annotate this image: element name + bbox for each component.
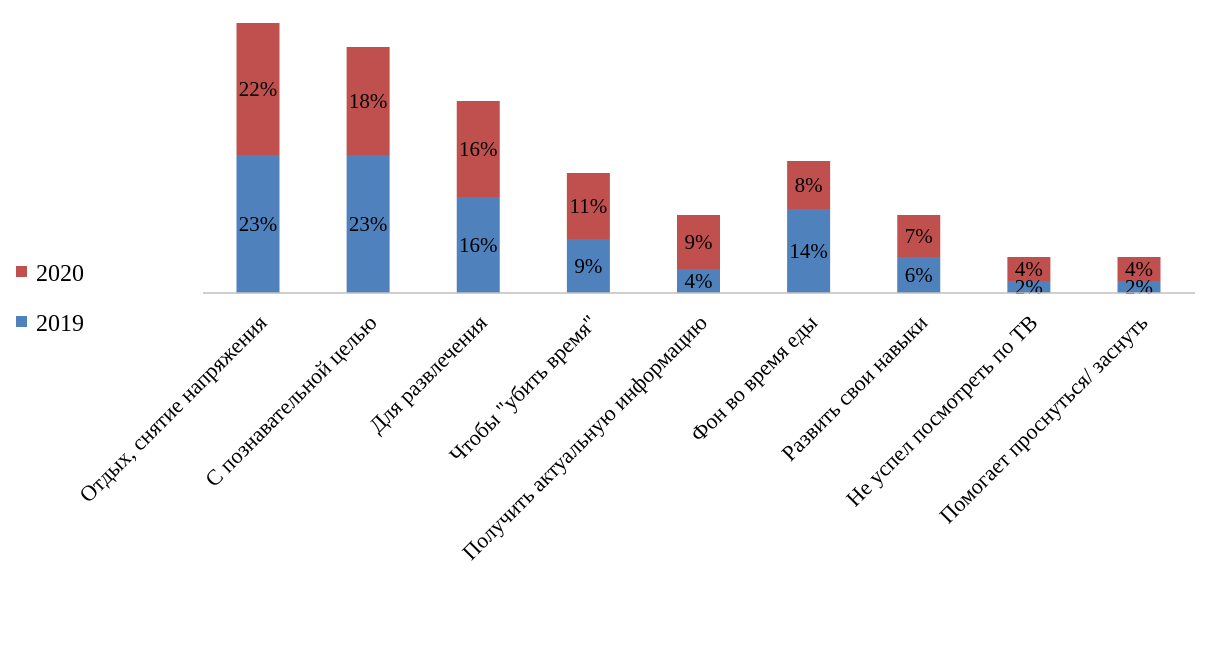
legend-swatch-2019 (16, 316, 27, 327)
bar-2019-8 (1117, 281, 1161, 293)
bar-2020-8 (1117, 257, 1161, 281)
category-label-7: Не успел посмотреть по ТВ (841, 310, 1042, 511)
data-label-2020-7: 4% (1015, 257, 1043, 281)
bar-2019-3 (566, 239, 610, 293)
data-label-2019-1: 23% (349, 212, 388, 236)
data-label-2020-2: 16% (459, 137, 498, 161)
bar-2020-0 (236, 23, 280, 155)
data-label-2020-1: 18% (349, 89, 388, 113)
bar-2020-1 (346, 47, 390, 155)
bar-2019-2 (456, 197, 500, 293)
data-label-2020-3: 11% (570, 194, 608, 218)
bar-2019-1 (346, 155, 390, 293)
bar-2019-7 (1007, 281, 1051, 293)
category-label-2: Для развлечения (364, 310, 492, 438)
legend-swatch-2020 (16, 266, 27, 277)
data-label-2019-7: 2% (1015, 275, 1043, 299)
bar-2020-3 (566, 173, 610, 239)
bar-2020-2 (456, 101, 500, 197)
bar-2020-6 (897, 215, 941, 257)
category-label-0: Отдых, снятие напряжения (74, 310, 271, 507)
data-label-2019-5: 14% (789, 239, 828, 263)
bars-group (236, 23, 1161, 293)
bar-2020-4 (677, 215, 720, 269)
data-label-2020-4: 9% (685, 230, 713, 254)
data-labels-group: 23%22%23%18%16%16%9%11%4%9% 14%8%6%7%2%4%… (239, 77, 1153, 299)
bar-2020-5 (787, 161, 831, 209)
data-label-2019-4: 4% (685, 269, 713, 293)
legend-label-2020: 2020 (36, 261, 84, 287)
data-label-2019-0: 23% (239, 212, 278, 236)
data-label-2019-6: 6% (905, 263, 933, 287)
data-label-2019-8: 2% (1125, 275, 1153, 299)
data-label-2020-0: 22% (239, 77, 278, 101)
bar-2020-7 (1007, 257, 1051, 281)
data-label-2020-5: 8% (795, 173, 823, 197)
data-label-2020-6: 7% (905, 224, 933, 248)
data-label-2019-2: 16% (459, 233, 498, 257)
data-label-2019-3: 9% (574, 254, 602, 278)
category-label-4: Получить актуальную информацию (457, 310, 712, 565)
legend: 2020 2019 (16, 261, 84, 337)
category-label-8: Помогает проснуться/ заснуть (934, 310, 1152, 528)
legend-label-2019: 2019 (36, 311, 84, 337)
data-label-2020-8: 4% (1125, 257, 1153, 281)
bar-2019-5 (787, 209, 831, 293)
bar-2019-0 (236, 155, 280, 293)
bar-2019-4 (677, 269, 720, 293)
bar-2019-6 (897, 257, 941, 293)
